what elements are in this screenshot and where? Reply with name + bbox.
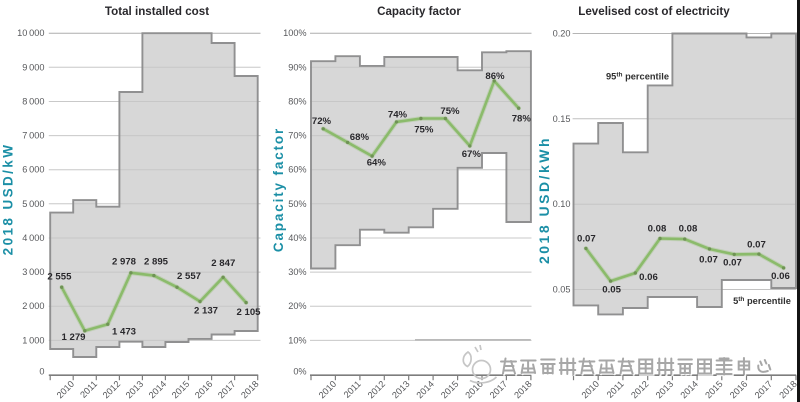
svg-text:2 978: 2 978 (112, 257, 137, 268)
svg-text:6 000: 6 000 (22, 165, 44, 175)
svg-text:2 137: 2 137 (194, 306, 218, 317)
svg-text:8 000: 8 000 (22, 97, 44, 107)
svg-text:1 473: 1 473 (112, 327, 136, 338)
svg-text:0.07: 0.07 (747, 240, 766, 251)
svg-text:0.05: 0.05 (553, 285, 571, 295)
svg-text:90%: 90% (288, 62, 306, 72)
svg-text:2018 USD/kWh: 2018 USD/kWh (536, 136, 552, 264)
svg-text:Capacity factor: Capacity factor (377, 5, 461, 18)
svg-text:64%: 64% (367, 158, 387, 169)
svg-text:0%: 0% (293, 366, 306, 376)
svg-text:10 000: 10 000 (17, 28, 44, 38)
svg-text:68%: 68% (350, 132, 370, 143)
svg-text:70%: 70% (288, 131, 306, 141)
svg-text:2 557: 2 557 (177, 271, 201, 282)
svg-text:95th percentile: 95th percentile (606, 72, 669, 82)
svg-text:0.07: 0.07 (577, 233, 596, 244)
svg-text:2 105: 2 105 (236, 307, 261, 318)
svg-text:0.06: 0.06 (771, 271, 790, 282)
svg-text:0.06: 0.06 (639, 272, 658, 283)
svg-text:20%: 20% (288, 301, 306, 311)
svg-text:60%: 60% (288, 165, 306, 175)
svg-text:0.05: 0.05 (602, 285, 621, 296)
svg-text:78%: 78% (512, 113, 532, 124)
svg-text:7 000: 7 000 (22, 131, 44, 141)
svg-text:100%: 100% (283, 28, 307, 38)
svg-text:5th percentile: 5th percentile (733, 296, 791, 306)
svg-text:74%: 74% (388, 109, 408, 120)
svg-text:Capacity factor: Capacity factor (271, 127, 286, 252)
svg-text:2 000: 2 000 (22, 301, 44, 311)
svg-text:2 847: 2 847 (211, 258, 235, 269)
svg-text:0.10: 0.10 (553, 199, 571, 209)
svg-text:0.08: 0.08 (679, 224, 698, 235)
svg-text:86%: 86% (485, 71, 505, 82)
svg-text:0.07: 0.07 (699, 255, 718, 266)
svg-text:80%: 80% (288, 97, 306, 107)
svg-text:Levelised cost of electricity: Levelised cost of electricity (578, 5, 730, 18)
svg-text:4 000: 4 000 (22, 233, 44, 243)
svg-text:0.08: 0.08 (648, 224, 667, 235)
svg-text:75%: 75% (440, 106, 460, 117)
svg-text:1 000: 1 000 (22, 335, 44, 345)
svg-text:72%: 72% (312, 116, 332, 127)
svg-text:0.07: 0.07 (723, 258, 742, 269)
svg-text:2018 USD/kW: 2018 USD/kW (1, 143, 16, 256)
svg-text:30%: 30% (288, 267, 306, 277)
svg-text:2 555: 2 555 (47, 272, 72, 283)
svg-text:2 895: 2 895 (144, 257, 169, 268)
svg-text:1 279: 1 279 (61, 332, 85, 343)
svg-text:50%: 50% (288, 199, 306, 209)
svg-text:67%: 67% (462, 149, 482, 160)
svg-text:9 000: 9 000 (22, 62, 44, 72)
svg-text:10%: 10% (288, 335, 306, 345)
svg-text:Total installed cost: Total installed cost (105, 5, 209, 18)
svg-text:3 000: 3 000 (22, 267, 44, 277)
svg-text:40%: 40% (288, 233, 306, 243)
svg-text:0.20: 0.20 (553, 29, 571, 39)
svg-text:5 000: 5 000 (22, 199, 44, 209)
svg-text:0.15: 0.15 (553, 114, 571, 124)
svg-text:75%: 75% (414, 125, 434, 136)
svg-text:0: 0 (39, 366, 44, 376)
